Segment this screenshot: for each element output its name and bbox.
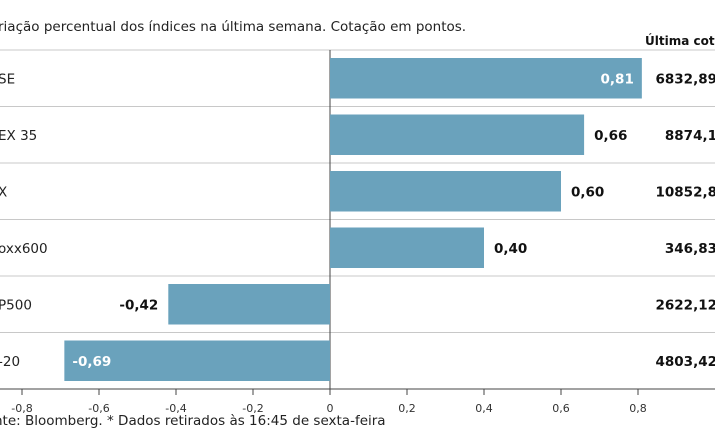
x-tick-label: 0,8 (629, 402, 647, 415)
bar (330, 227, 484, 268)
x-tick-label: 0,4 (475, 402, 493, 415)
price-column-header: Última cotaç (645, 33, 715, 48)
category-label: oxx600 (0, 241, 48, 257)
x-tick-label: -0,2 (242, 402, 263, 415)
category-label: -20 (0, 354, 20, 370)
chart-subtitle: riação percentual dos índices na última … (0, 19, 466, 35)
bar-value-label: 0,66 (594, 128, 627, 144)
category-label: SE (0, 71, 15, 87)
bar-value-label: 0,60 (571, 184, 604, 200)
x-tick-label: -0,8 (11, 402, 32, 415)
price-label: 8874,1 (665, 128, 715, 144)
x-tick-label: -0,6 (88, 402, 109, 415)
x-tick-label: 0,2 (398, 402, 416, 415)
row-gridlines (0, 49, 715, 390)
category-label: X (0, 184, 7, 200)
category-label: EX 35 (0, 128, 37, 144)
category-label: P500 (0, 297, 32, 313)
bar-value-label: 0,40 (494, 241, 527, 257)
bar-value-label: -0,42 (119, 297, 158, 313)
bar (64, 340, 330, 381)
x-tick-label: 0,6 (552, 402, 570, 415)
bar (168, 284, 330, 325)
x-axis: -0,8 -0,6 -0,4 -0,2 0 0,2 0,4 0,6 0,8 (0, 388, 715, 415)
price-label: 2622,12 (656, 297, 715, 313)
price-label: 10852,8 (656, 184, 715, 200)
x-tick-label: -0,4 (165, 402, 186, 415)
price-label: 346,83 (665, 241, 715, 257)
bar-value-label: -0,69 (72, 354, 111, 370)
bar-value-labels: 0,81 0,66 0,60 0,40 -0,42 -0,69 (72, 71, 634, 370)
bar (330, 171, 561, 212)
price-label: 4803,42 (656, 354, 715, 370)
x-tick-label: 0 (327, 402, 334, 415)
bar (330, 114, 585, 155)
price-label: 6832,89 (656, 71, 715, 87)
bar-value-label: 0,81 (601, 71, 634, 87)
bar (330, 58, 642, 99)
price-labels: 6832,89 8874,1 10852,8 346,83 2622,12 4803,42 (656, 71, 715, 370)
source-note: nte: Bloomberg. * Dados retirados às 16:… (0, 413, 386, 429)
bars (64, 58, 642, 381)
